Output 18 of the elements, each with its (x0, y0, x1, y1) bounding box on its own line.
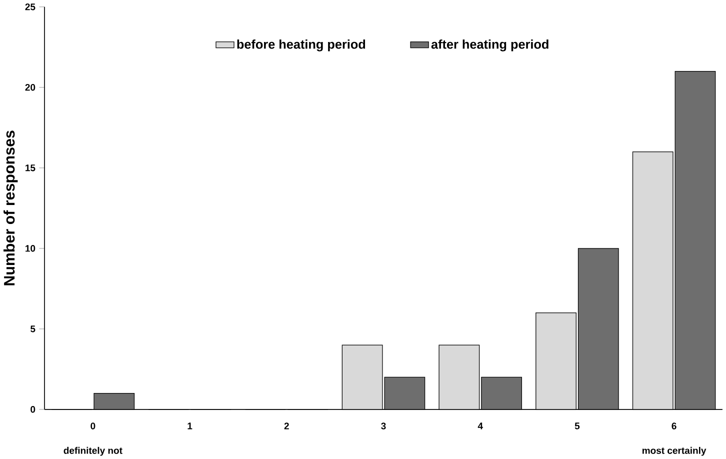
x-tick-label: 5 (574, 422, 580, 430)
y-tick-label: 20 (25, 84, 36, 91)
y-tick-label: 15 (26, 164, 36, 172)
x-tick-label: 6 (672, 422, 676, 430)
y-tick-label: 5 (30, 325, 36, 332)
y-axis-title: Number of responses (4, 130, 18, 286)
legend-label: before heating period (237, 39, 366, 52)
x-tick-label: 3 (381, 422, 386, 430)
legend-label: after heating period (431, 39, 548, 52)
x-tick-label: 4 (478, 422, 483, 430)
y-tick-label: 10 (26, 244, 36, 252)
x-tick-label: 2 (284, 422, 289, 430)
y-tick-label: 25 (25, 3, 36, 10)
x-tick-label: 1 (188, 422, 192, 430)
text: definitely not (64, 446, 122, 456)
text: most certainly (642, 446, 706, 456)
y-tick-label: 0 (30, 406, 36, 413)
x-tick-label: 0 (90, 422, 96, 430)
